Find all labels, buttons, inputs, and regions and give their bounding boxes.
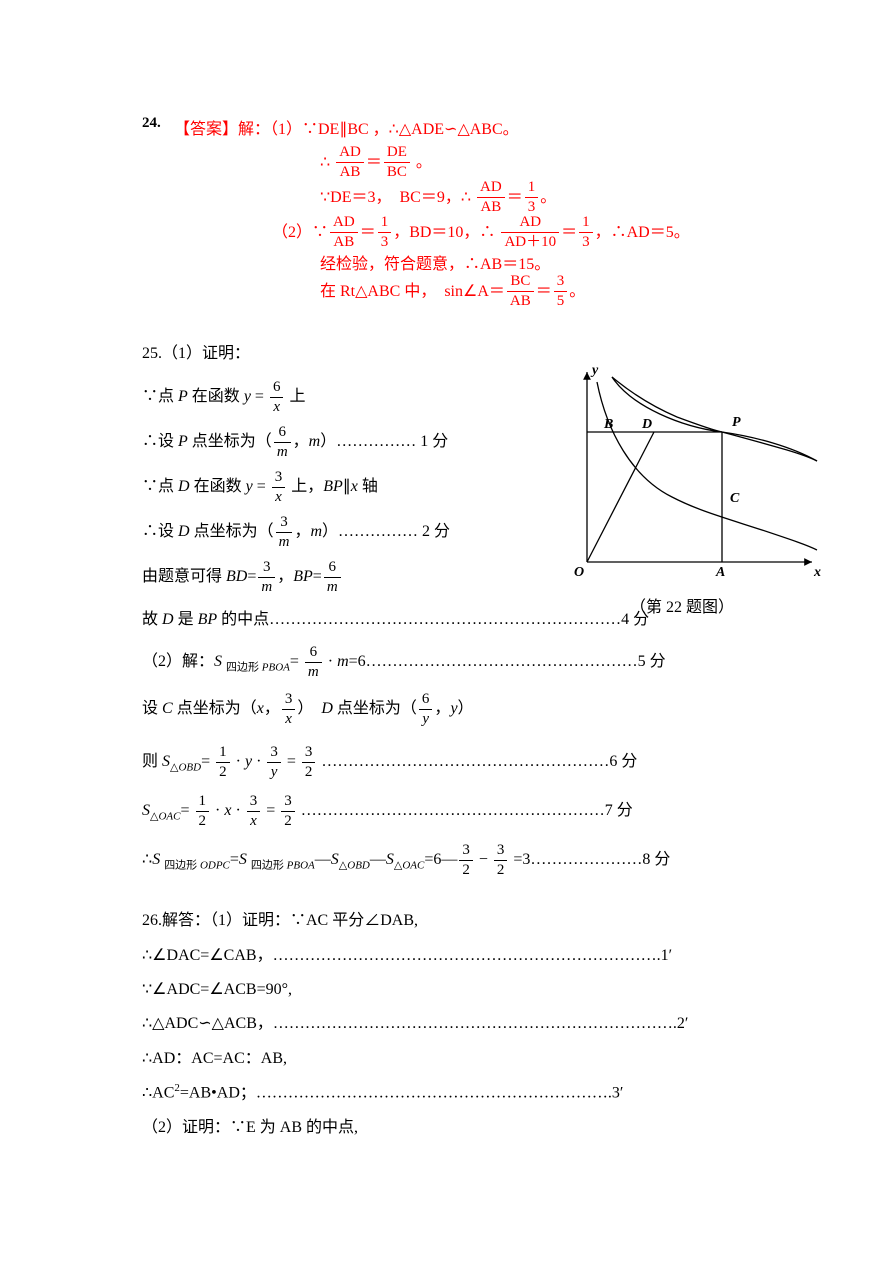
q26-line-5: ∴AC2=AB•AD；………………………………………………………….3′ [142,1078,752,1109]
q25-line-7: （2）解：S 四边形 PBOA= 6m · m=6………………………………………… [142,645,752,680]
q26-line-2: ∵∠ADC=∠ACB=90°, [142,975,752,1005]
q24-line-2: ∵DE＝3， BC＝9，∴ ADAB＝13。 [320,180,752,215]
q24-line-1: ∴ ADAB＝DEBC 。 [320,145,752,180]
q24-number: 24. [142,115,161,132]
figure-22: y x O A B D P C （第 22 题图） [532,362,832,622]
question-26: 26.解答：（1）证明：∵AC 平分∠DAB, ∴∠DAC=∠CAB，……………… [142,906,752,1143]
q26-line-1: ∴∠DAC=∠CAB，……………………………………………………………….1′ [142,941,752,971]
q26-line-6: （2）证明：∵E 为 AB 的中点, [142,1113,752,1143]
point-O: O [574,565,584,580]
question-24: 24. 【答案】解：（1）∵DE∥BC ，∴△ADE∽△ABC。 ∴ ADAB＝… [142,115,752,309]
q24-line-4: 经检验，符合题意，∴AB＝15。 [320,250,752,274]
q26-line-4: ∴AD：AC=AC：AB, [142,1044,752,1074]
point-B: B [603,417,613,432]
q24-line-5: 在 Rt△ABC 中， sin∠A＝BCAB＝35。 [320,274,752,309]
point-D: D [641,417,652,432]
q26-line-3: ∴△ADC∽△ACB，………………………………………………………………….2′ [142,1009,752,1039]
q24-line-0: 【答案】解：（1）∵DE∥BC ，∴△ADE∽△ABC。 [174,115,752,145]
axis-label-x: x [813,565,821,580]
point-C: C [730,491,740,506]
figure-caption: （第 22 题图） [532,593,832,617]
q25-line-10: S△OAC= 12 · x · 3x = 32 …………………………………………… [142,794,752,829]
point-P: P [732,415,741,430]
q24-line-3: （2）∵ADAB＝13，BD＝10，∴ ADAD＋10＝13，∴AD＝5。 [272,215,752,250]
q26-line-0: 26.解答：（1）证明：∵AC 平分∠DAB, [142,906,752,936]
q25-line-9: 则 S△OBD= 12 · y · 3y = 32 ……………………………………… [142,745,752,780]
axis-label-y: y [590,363,599,378]
q25-line-8: 设 C 点坐标为（x，3x） D 点坐标为（6y，y） [142,692,752,727]
q25-line-11: ∴S 四边形 ODPC=S 四边形 PBOA—S△OBD—S△OAC=6—32 … [142,843,752,878]
figure-svg: y x O A B D P C [542,362,822,582]
point-A: A [715,565,725,580]
